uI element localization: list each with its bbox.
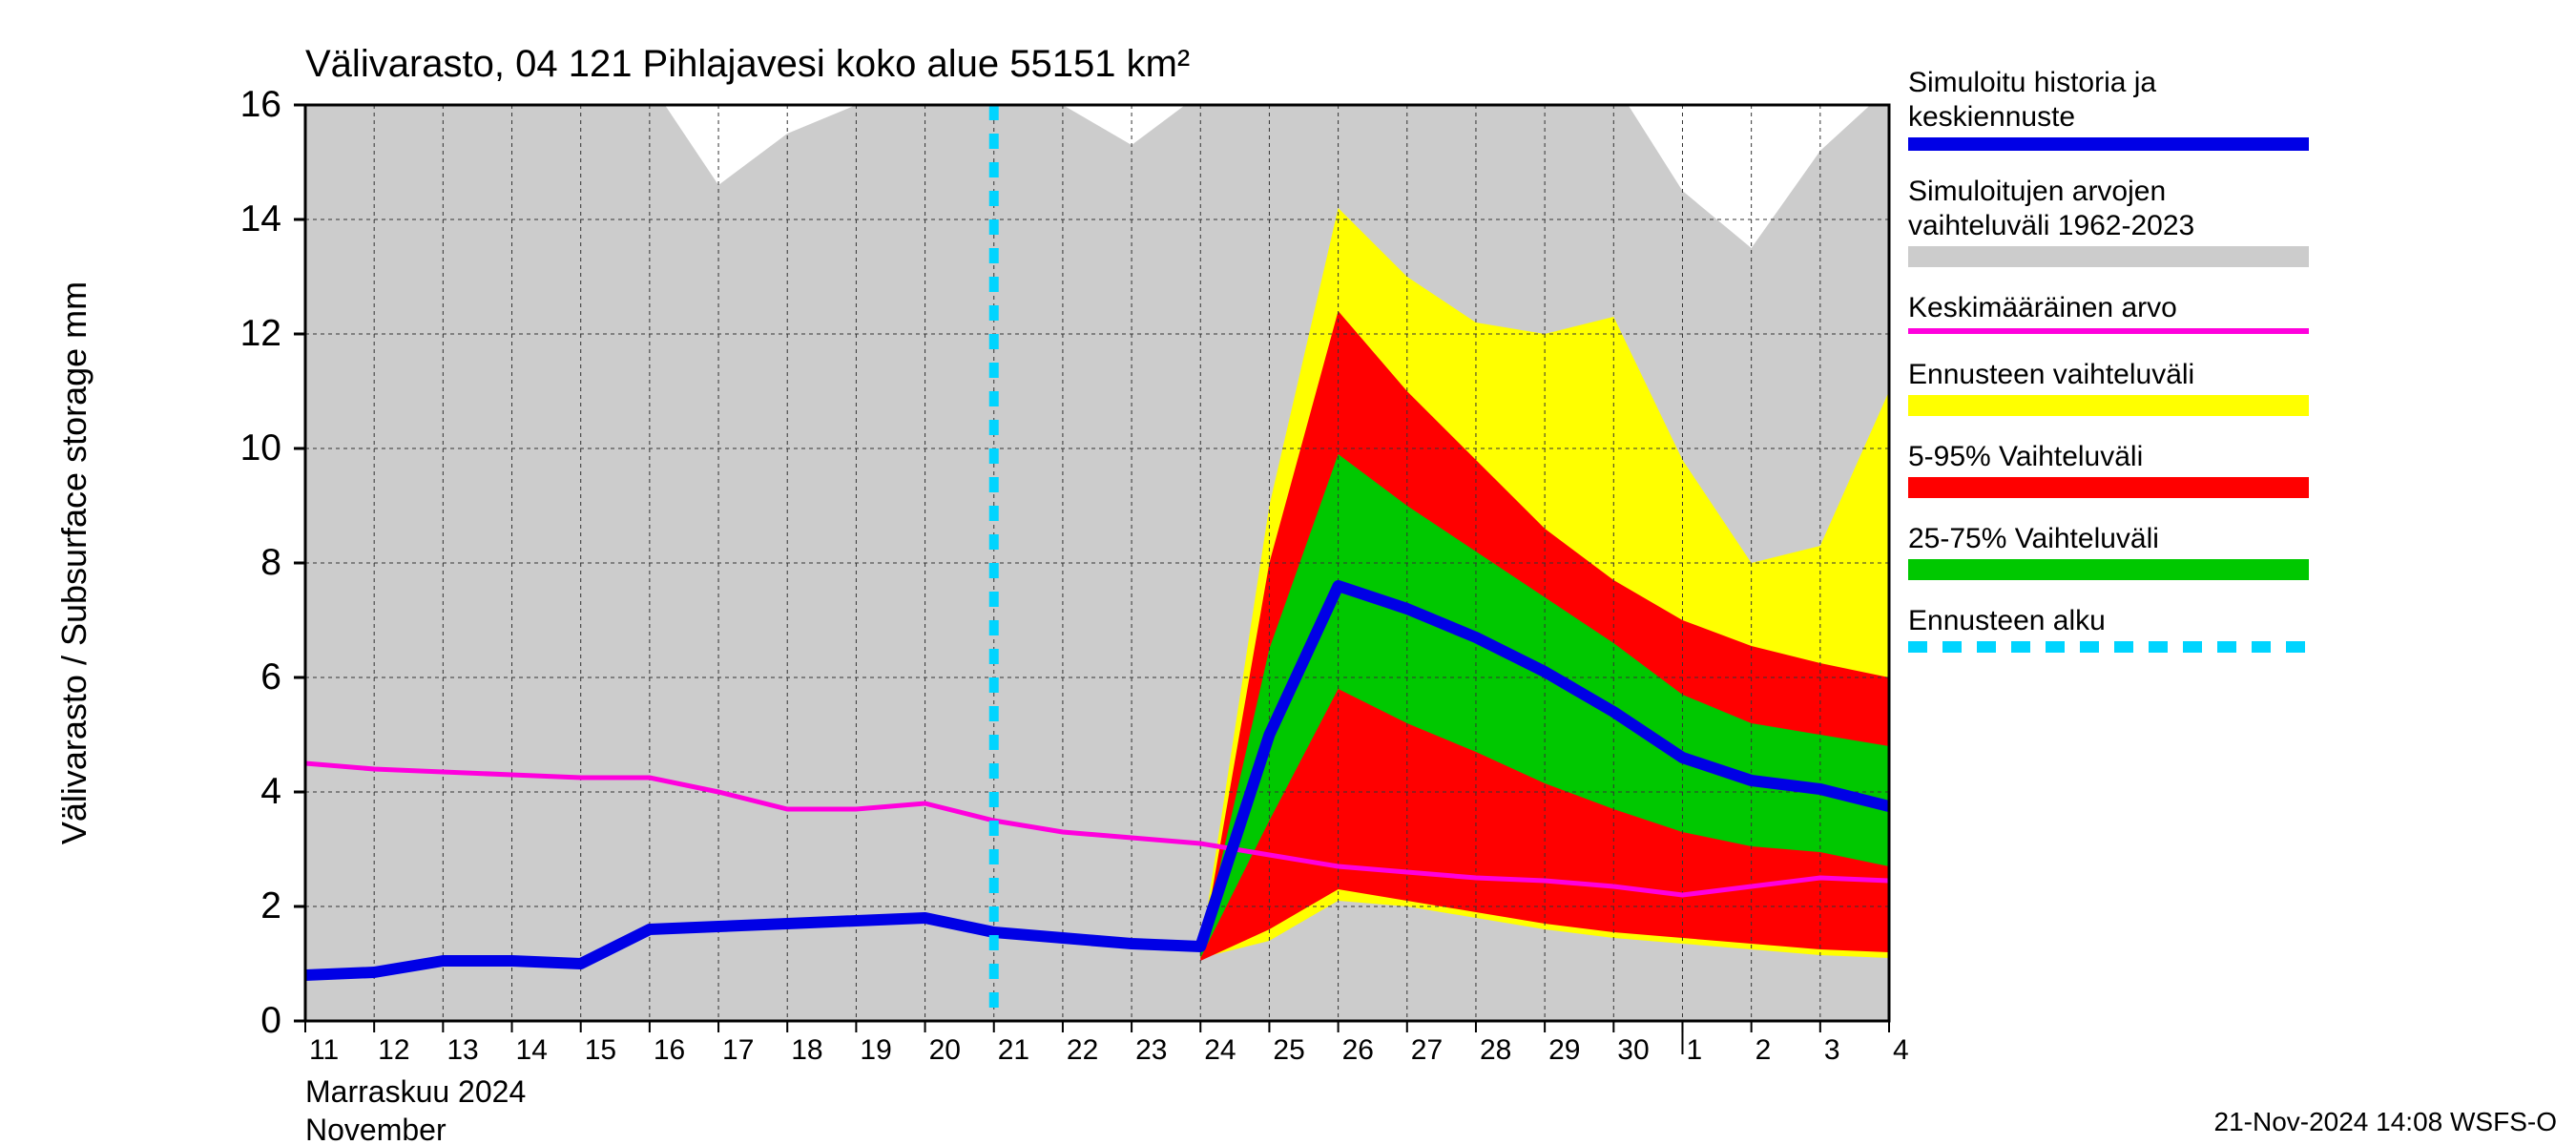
x-tick-label: 2 <box>1755 1034 1772 1066</box>
legend-label: vaihteluväli 1962-2023 <box>1908 210 2194 241</box>
legend-swatch <box>1908 477 2309 498</box>
x-tick-label: 4 <box>1893 1034 1909 1066</box>
y-tick-label: 8 <box>260 542 281 583</box>
y-tick-label: 2 <box>260 885 281 926</box>
x-tick-label: 23 <box>1135 1034 1167 1066</box>
y-tick-label: 12 <box>240 313 281 354</box>
legend-label: Simuloitu historia ja <box>1908 67 2156 98</box>
x-tick-label: 30 <box>1617 1034 1649 1066</box>
x-month-label-fi: Marraskuu 2024 <box>305 1074 526 1109</box>
y-tick-label: 10 <box>240 427 281 468</box>
y-tick-label: 0 <box>260 1000 281 1041</box>
y-tick-label: 14 <box>240 198 281 239</box>
x-tick-label: 20 <box>929 1034 961 1066</box>
x-tick-label: 22 <box>1067 1034 1098 1066</box>
x-tick-label: 25 <box>1273 1034 1304 1066</box>
x-tick-label: 15 <box>585 1034 616 1066</box>
x-month-label-en: November <box>305 1113 447 1145</box>
legend-label: keskiennuste <box>1908 101 2075 133</box>
x-tick-label: 3 <box>1824 1034 1840 1066</box>
legend-label: Ennusteen alku <box>1908 605 2106 636</box>
y-axis-label: Välivarasto / Subsurface storage mm <box>54 281 93 844</box>
legend-label: Simuloitujen arvojen <box>1908 176 2166 207</box>
x-tick-label: 16 <box>654 1034 685 1066</box>
x-tick-label: 17 <box>722 1034 754 1066</box>
x-tick-label: 11 <box>309 1034 339 1066</box>
x-tick-label: 24 <box>1204 1034 1236 1066</box>
x-tick-label: 13 <box>447 1034 478 1066</box>
legend-label: Keskimääräinen arvo <box>1908 292 2177 323</box>
y-tick-label: 6 <box>260 656 281 697</box>
chart-title: Välivarasto, 04 121 Pihlajavesi koko alu… <box>305 43 1190 85</box>
chart-container: 0246810121416111213141516171819202122232… <box>0 0 2576 1145</box>
x-tick-label: 14 <box>516 1034 548 1066</box>
y-tick-label: 16 <box>240 84 281 125</box>
x-tick-label: 19 <box>860 1034 891 1066</box>
x-tick-label: 21 <box>998 1034 1029 1066</box>
legend-label: 25-75% Vaihteluväli <box>1908 523 2159 554</box>
legend-label: Ennusteen vaihteluväli <box>1908 359 2194 390</box>
x-tick-label: 28 <box>1480 1034 1511 1066</box>
x-tick-label: 1 <box>1686 1034 1702 1066</box>
x-tick-label: 12 <box>378 1034 409 1066</box>
legend-swatch <box>1908 246 2309 267</box>
y-tick-label: 4 <box>260 771 281 812</box>
x-tick-label: 27 <box>1411 1034 1443 1066</box>
legend-swatch <box>1908 395 2309 416</box>
x-tick-label: 29 <box>1548 1034 1580 1066</box>
legend-label: 5-95% Vaihteluväli <box>1908 441 2143 472</box>
timestamp-label: 21-Nov-2024 14:08 WSFS-O <box>2214 1107 2558 1136</box>
legend-swatch <box>1908 559 2309 580</box>
x-tick-label: 18 <box>791 1034 822 1066</box>
chart-svg: 0246810121416111213141516171819202122232… <box>0 0 2576 1145</box>
x-tick-label: 26 <box>1342 1034 1374 1066</box>
